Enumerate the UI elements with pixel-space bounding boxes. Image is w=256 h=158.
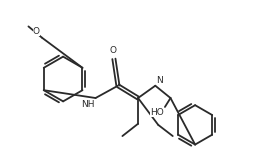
Text: O: O xyxy=(109,46,116,55)
Text: NH: NH xyxy=(81,100,94,109)
Text: N: N xyxy=(156,76,163,85)
Text: O: O xyxy=(33,27,40,36)
Text: HO: HO xyxy=(150,108,164,117)
